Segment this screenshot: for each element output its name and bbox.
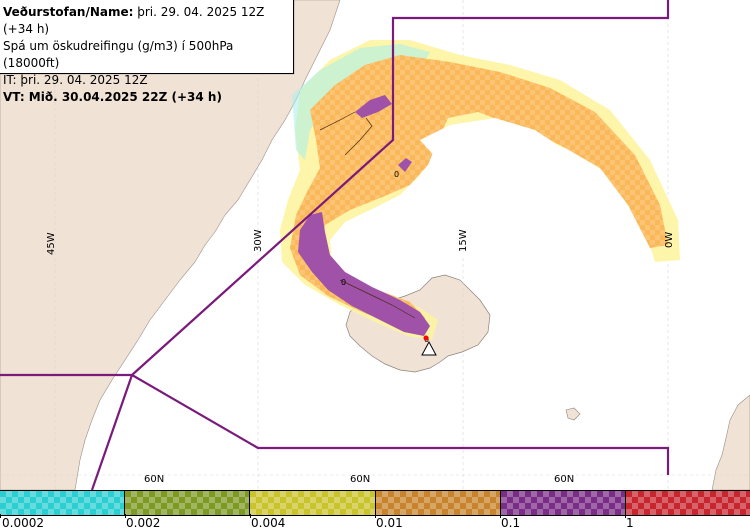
legend-label-5: 0.1: [501, 516, 521, 530]
lat-label-1: 60N: [144, 474, 164, 485]
ash-orange-grainy: [290, 55, 668, 330]
lon-label-15w: 15W: [458, 229, 469, 252]
legend-tick-1: [0, 514, 1, 518]
legend-swatches: [0, 490, 750, 516]
legend-label-6: 1: [626, 516, 634, 530]
lon-label-0w: 0W: [664, 232, 675, 248]
legend-tick-3: [250, 514, 251, 518]
ash-fringe-cyan: [292, 44, 430, 160]
contour-label-2: 0: [341, 278, 346, 287]
fir-boundary: [0, 0, 670, 490]
lat-label-2: 60N: [350, 474, 370, 485]
legend-swatch-1: [0, 491, 126, 515]
title-value: þri. 29. 04. 2025 12Z (+34 h): [3, 5, 265, 36]
legend-label-1: 0.0002: [2, 516, 44, 530]
valid-time-line: VT: Mið. 30.04.2025 22Z (+34 h): [3, 90, 222, 104]
legend-label-3: 0.004: [251, 516, 286, 530]
lon-label-30w: 30W: [253, 229, 264, 252]
contour-label-1: 0: [394, 170, 399, 179]
concentration-legend: 0.0002 0.002 0.004 0.01 0.1 1: [0, 490, 750, 532]
title-label: Veðurstofan/Name:: [3, 5, 134, 19]
legend-tick-2: [125, 514, 126, 518]
ash-purple-core: [298, 212, 430, 336]
legend-swatch-4: [375, 491, 501, 515]
issue-time-line: IT: þri. 29. 04. 2025 12Z: [3, 73, 148, 87]
legend-swatch-5: [500, 491, 626, 515]
legend-label-4: 0.01: [376, 516, 403, 530]
legend-tick-5: [500, 514, 501, 518]
faroe-islands: [565, 407, 581, 421]
legend-label-2: 0.002: [126, 516, 161, 530]
legend-swatch-6: [625, 491, 750, 515]
graticule: [0, 0, 750, 490]
title-line: Veðurstofan/Name: þri. 29. 04. 2025 12Z …: [3, 4, 293, 38]
lon-label-45w: 45W: [46, 232, 57, 255]
legend-tick-6: [625, 514, 626, 518]
ash-forecast-map: 0 0 0 45W 30W 15W 0W 60N 60N 60N: [0, 0, 750, 490]
legend-swatch-2: [125, 491, 251, 515]
legend-swatch-3: [250, 491, 376, 515]
volcano-triangle-icon: [421, 335, 437, 356]
forecast-info-box: Veðurstofan/Name: þri. 29. 04. 2025 12Z …: [0, 0, 294, 104]
subtitle-line: Spá um öskudreifingu (g/m3) í 500hPa (18…: [3, 39, 234, 70]
norway-land: [711, 394, 750, 490]
concentration-contours: [319, 111, 416, 319]
ash-purple-patch: [398, 158, 412, 172]
legend-tick-4: [375, 514, 376, 518]
greenland-land: [0, 0, 341, 490]
ash-ring-interior: [355, 118, 578, 268]
lat-label-3: 60N: [554, 474, 574, 485]
ash-purple-upper: [355, 95, 392, 118]
